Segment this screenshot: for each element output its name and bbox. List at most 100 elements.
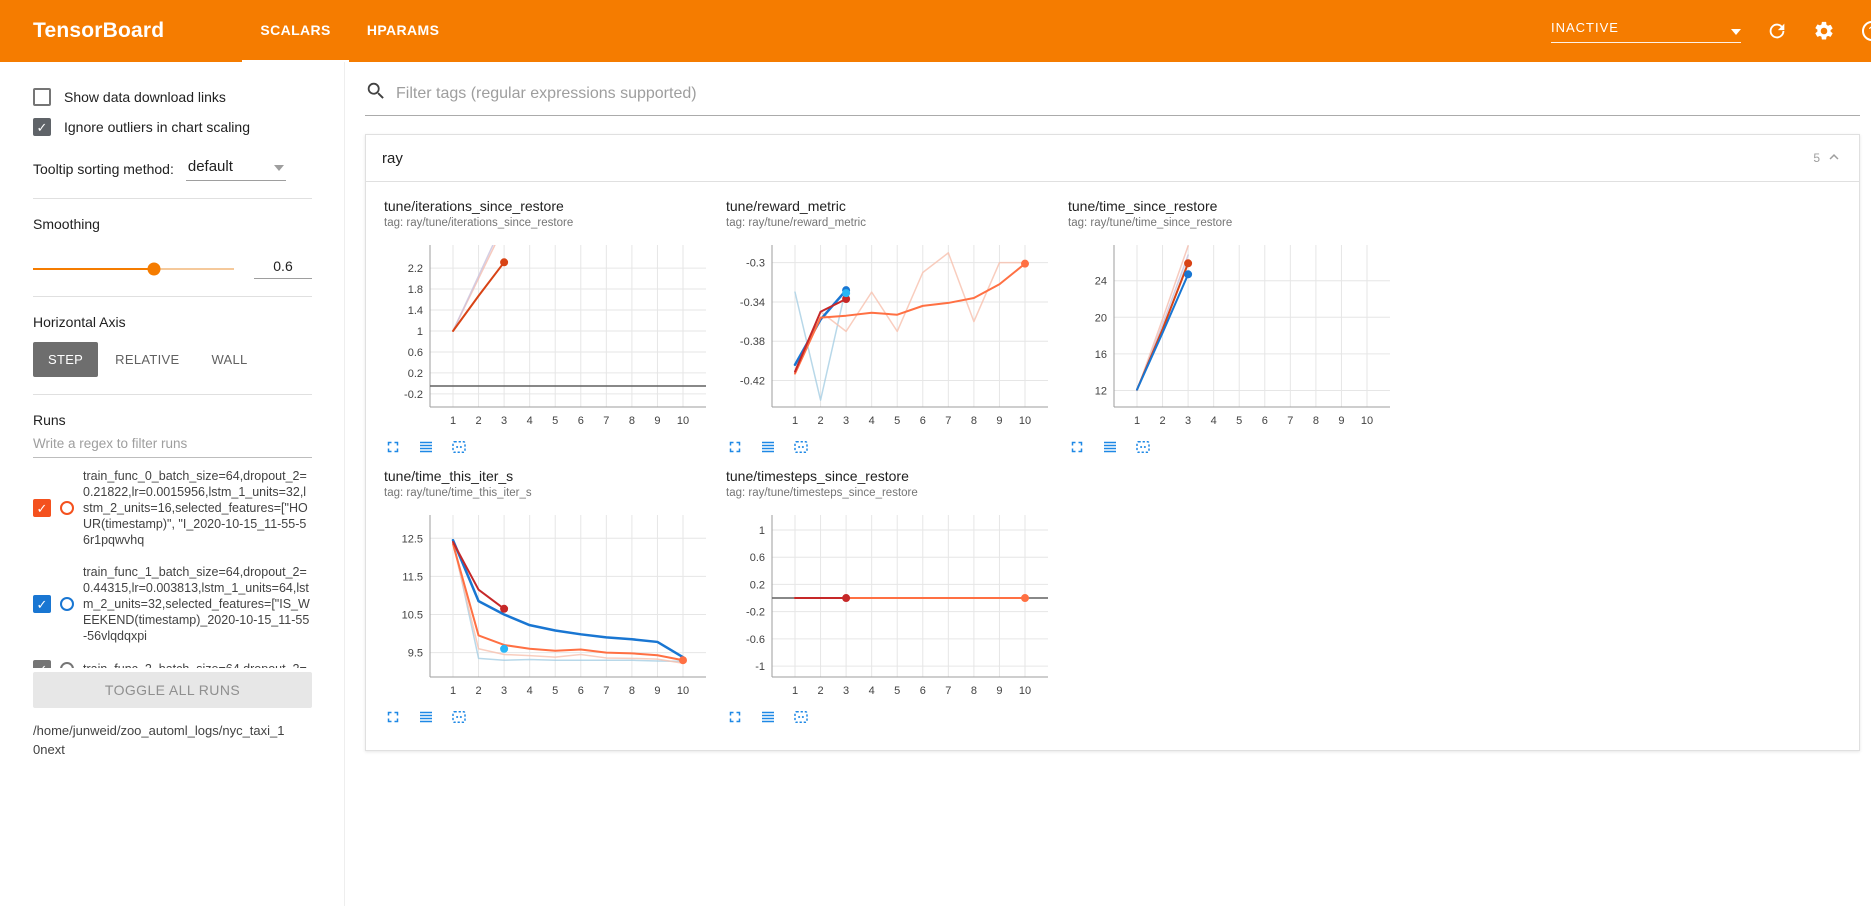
svg-text:5: 5 bbox=[552, 685, 558, 697]
smoothing-slider[interactable] bbox=[33, 262, 234, 275]
help-icon[interactable]: ? bbox=[1860, 19, 1871, 43]
svg-text:8: 8 bbox=[629, 685, 635, 697]
svg-text:10.5: 10.5 bbox=[402, 609, 423, 621]
refresh-icon[interactable] bbox=[1766, 20, 1788, 42]
status-dropdown[interactable]: INACTIVE bbox=[1551, 20, 1741, 43]
runs-list: ✓ train_func_0_batch_size=64,dropout_2=0… bbox=[33, 460, 312, 668]
svg-text:8: 8 bbox=[629, 415, 635, 427]
svg-text:4: 4 bbox=[869, 415, 875, 427]
chart-actions bbox=[726, 708, 1056, 726]
svg-text:3: 3 bbox=[843, 415, 849, 427]
axis-wall-button[interactable]: WALL bbox=[211, 352, 248, 367]
svg-text:3: 3 bbox=[843, 685, 849, 697]
fit-domain-icon[interactable] bbox=[450, 438, 468, 456]
svg-text:0.2: 0.2 bbox=[408, 368, 423, 380]
axis-relative-button[interactable]: RELATIVE bbox=[115, 352, 180, 367]
tab-scalars[interactable]: SCALARS bbox=[242, 0, 349, 62]
svg-text:10: 10 bbox=[1361, 415, 1373, 427]
svg-text:2: 2 bbox=[817, 415, 823, 427]
svg-text:1: 1 bbox=[1134, 415, 1140, 427]
svg-text:-0.38: -0.38 bbox=[740, 336, 765, 348]
chart-actions bbox=[726, 438, 1056, 456]
svg-text:16: 16 bbox=[1095, 349, 1107, 361]
run-radio[interactable] bbox=[60, 597, 74, 611]
run-item[interactable]: ✓ train_func_0_batch_size=64,dropout_2=0… bbox=[33, 460, 312, 556]
tab-hparams[interactable]: HPARAMS bbox=[366, 22, 440, 38]
settings-gear-icon[interactable] bbox=[1813, 20, 1835, 42]
expand-chart-icon[interactable] bbox=[384, 438, 402, 456]
chart-tag: tag: ray/tune/time_since_restore bbox=[1068, 217, 1233, 229]
svg-text:9: 9 bbox=[1338, 415, 1344, 427]
run-radio[interactable] bbox=[60, 501, 74, 515]
tag-group-header[interactable]: ray 5 bbox=[366, 135, 1859, 182]
run-selector-rows-icon[interactable] bbox=[759, 438, 777, 456]
svg-text:4: 4 bbox=[869, 685, 875, 697]
axis-step-button[interactable]: STEP bbox=[33, 342, 99, 377]
toggle-all-runs-button[interactable]: TOGGLE ALL RUNS bbox=[33, 672, 312, 708]
ignore-outliers-checkbox[interactable]: ✓ bbox=[33, 118, 51, 136]
chevron-up-icon[interactable] bbox=[1825, 148, 1843, 169]
line-chart[interactable]: -0.42 -0.38 -0.34 -0.3 1 2 3 4 5 6 7 8 9 10 bbox=[726, 235, 1056, 435]
svg-text:6: 6 bbox=[920, 685, 926, 697]
run-selector-rows-icon[interactable] bbox=[759, 708, 777, 726]
chart-tag: tag: ray/tune/reward_metric bbox=[726, 217, 866, 229]
page-body: Show data download links ✓ Ignore outlie… bbox=[0, 62, 1871, 906]
svg-text:3: 3 bbox=[501, 415, 507, 427]
tooltip-sorting-dropdown[interactable]: default bbox=[185, 156, 286, 181]
filter-tags-input[interactable] bbox=[396, 84, 1860, 103]
svg-text:4: 4 bbox=[527, 415, 533, 427]
smoothing-slider-thumb[interactable] bbox=[147, 262, 161, 275]
line-chart[interactable]: 9.5 10.5 11.5 12.5 1 2 3 4 5 6 7 8 9 10 bbox=[384, 505, 714, 705]
run-item[interactable]: ✓ train_func_1_batch_size=64,dropout_2=0… bbox=[33, 556, 312, 652]
svg-text:10: 10 bbox=[677, 415, 689, 427]
fit-domain-icon[interactable] bbox=[792, 438, 810, 456]
tag-group-count-area: 5 bbox=[1813, 148, 1843, 169]
expand-chart-icon[interactable] bbox=[726, 438, 744, 456]
run-item[interactable]: ✓ train_func_2_batch_size=64,dropout_2= bbox=[33, 652, 312, 668]
expand-chart-icon[interactable] bbox=[726, 708, 744, 726]
fit-domain-icon[interactable] bbox=[450, 708, 468, 726]
app-title: TensorBoard bbox=[33, 19, 165, 42]
chart-tag: tag: ray/tune/timesteps_since_restore bbox=[726, 487, 918, 499]
fit-domain-icon[interactable] bbox=[792, 708, 810, 726]
svg-text:1: 1 bbox=[792, 685, 798, 697]
header-actions: INACTIVE ? bbox=[1551, 19, 1871, 43]
divider bbox=[33, 394, 312, 395]
tag-group-card: ray 5 tune/iterations_since_restore tag:… bbox=[365, 134, 1860, 751]
svg-text:2: 2 bbox=[475, 415, 481, 427]
tooltip-sorting-row: Tooltip sorting method: default bbox=[33, 156, 312, 181]
run-selector-rows-icon[interactable] bbox=[417, 438, 435, 456]
header-bar: TensorBoard SCALARS HPARAMS INACTIVE ? bbox=[0, 0, 1871, 62]
svg-text:12: 12 bbox=[1095, 386, 1107, 398]
svg-text:5: 5 bbox=[894, 685, 900, 697]
line-chart[interactable]: -0.2 0.2 0.6 1 1.4 1.8 2.2 1 2 3 4 5 6 7 8 9 10 bbox=[384, 235, 714, 435]
line-chart[interactable]: -1 -0.6 -0.2 0.2 0.6 1 1 2 3 4 5 6 7 8 9 10 bbox=[726, 505, 1056, 705]
run-label: train_func_2_batch_size=64,dropout_2= bbox=[83, 661, 307, 668]
ignore-outliers-label: Ignore outliers in chart scaling bbox=[64, 119, 250, 135]
expand-chart-icon[interactable] bbox=[1068, 438, 1086, 456]
svg-text:1: 1 bbox=[450, 685, 456, 697]
fit-domain-icon[interactable] bbox=[1134, 438, 1152, 456]
run-radio[interactable] bbox=[60, 662, 74, 668]
svg-text:5: 5 bbox=[894, 415, 900, 427]
svg-text:0.2: 0.2 bbox=[750, 579, 765, 591]
runs-filter-input[interactable] bbox=[33, 428, 312, 458]
show-download-links-row[interactable]: Show data download links bbox=[33, 88, 312, 106]
svg-text:?: ? bbox=[1869, 24, 1871, 38]
log-directory-path: /home/junweid/zoo_automl_logs/nyc_taxi_1… bbox=[33, 723, 285, 757]
svg-text:10: 10 bbox=[1019, 415, 1031, 427]
runs-label: Runs bbox=[33, 412, 66, 428]
top-tabs: SCALARS HPARAMS bbox=[242, 0, 457, 62]
show-download-links-checkbox[interactable] bbox=[33, 88, 51, 106]
svg-text:6: 6 bbox=[578, 415, 584, 427]
ignore-outliers-row[interactable]: ✓ Ignore outliers in chart scaling bbox=[33, 118, 312, 136]
run-checkbox[interactable]: ✓ bbox=[33, 499, 51, 517]
run-checkbox[interactable]: ✓ bbox=[33, 660, 51, 668]
smoothing-value[interactable]: 0.6 bbox=[254, 258, 312, 279]
run-selector-rows-icon[interactable] bbox=[417, 708, 435, 726]
run-selector-rows-icon[interactable] bbox=[1101, 438, 1119, 456]
svg-text:-1: -1 bbox=[755, 661, 765, 673]
run-checkbox[interactable]: ✓ bbox=[33, 595, 51, 613]
expand-chart-icon[interactable] bbox=[384, 708, 402, 726]
